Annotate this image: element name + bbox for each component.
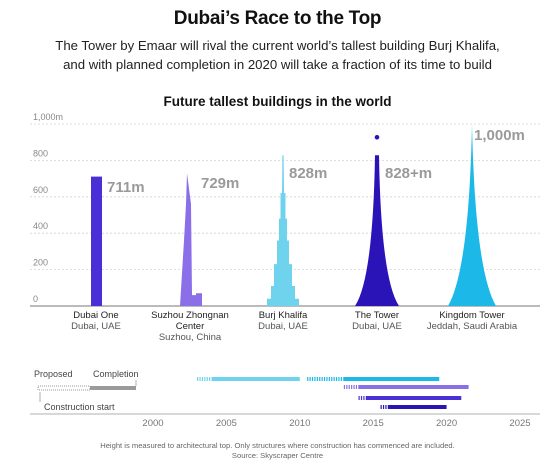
- timeline-construction-bar: [343, 377, 440, 381]
- bar: [448, 124, 496, 306]
- location-label: Dubai, UAE: [71, 321, 121, 332]
- legend-completion-label: Completion: [93, 369, 139, 379]
- x-tick-label: 2000: [142, 418, 163, 429]
- legend-construction-label: Construction start: [44, 402, 115, 412]
- legend-proposed-label: Proposed: [34, 369, 73, 379]
- x-tick-label: 2010: [289, 418, 310, 429]
- y-tick-label: 600: [33, 185, 48, 195]
- tower-top-dot: [374, 135, 380, 140]
- subtitle-line-2: and with planned completion in 2020 will…: [63, 57, 492, 72]
- subtitle-line-1: The Tower by Emaar will rival the curren…: [55, 38, 500, 53]
- value-label: 729m: [201, 175, 239, 192]
- location-label: Dubai, UAE: [258, 321, 308, 332]
- footnote-source: Source: Skyscraper Centre: [231, 451, 324, 460]
- bar: [180, 173, 202, 306]
- timeline-construction-bar: [387, 405, 447, 409]
- x-tick-label: 2020: [436, 418, 457, 429]
- value-label: 828+m: [385, 165, 432, 182]
- footnote: Height is measured to architectural top.…: [0, 441, 555, 461]
- category-label: Burj Khalifa: [259, 310, 308, 321]
- bar: [355, 155, 399, 306]
- legend-construction-bar: [90, 386, 136, 390]
- category-label: Dubai One: [73, 310, 118, 321]
- category-label: Center: [176, 321, 205, 332]
- category-label: Kingdom Tower: [439, 310, 504, 321]
- timeline-construction-bar: [365, 396, 462, 400]
- y-tick-label: 400: [33, 221, 48, 231]
- x-tick-label: 2025: [509, 418, 530, 429]
- bar: [267, 155, 299, 306]
- timeline-construction-bar: [211, 377, 300, 381]
- y-tick-label: 1,000m: [33, 112, 63, 122]
- category-label: The Tower: [355, 310, 399, 321]
- footnote-note: Height is measured to architectural top.…: [100, 441, 455, 450]
- y-tick-label: 200: [33, 258, 48, 268]
- bar: [91, 176, 102, 306]
- chart-title: Future tallest buildings in the world: [163, 94, 392, 109]
- page-subtitle: The Tower by Emaar will rival the curren…: [14, 36, 541, 74]
- y-tick-label: 0: [33, 294, 38, 304]
- x-tick-label: 2005: [216, 418, 237, 429]
- category-label: Suzhou Zhongnan: [151, 310, 229, 321]
- location-label: Dubai, UAE: [352, 321, 402, 332]
- y-tick-label: 800: [33, 148, 48, 158]
- timeline-construction-bar: [358, 385, 469, 389]
- location-label: Jeddah, Saudi Arabia: [427, 321, 518, 332]
- page-title: Dubai’s Race to the Top: [173, 8, 382, 29]
- value-label: 1,000m: [474, 127, 525, 144]
- value-label: 828m: [289, 165, 327, 182]
- value-label: 711m: [107, 179, 145, 196]
- legend-proposed-bar: [37, 385, 91, 391]
- location-label: Suzhou, China: [159, 332, 222, 343]
- x-tick-label: 2015: [363, 418, 384, 429]
